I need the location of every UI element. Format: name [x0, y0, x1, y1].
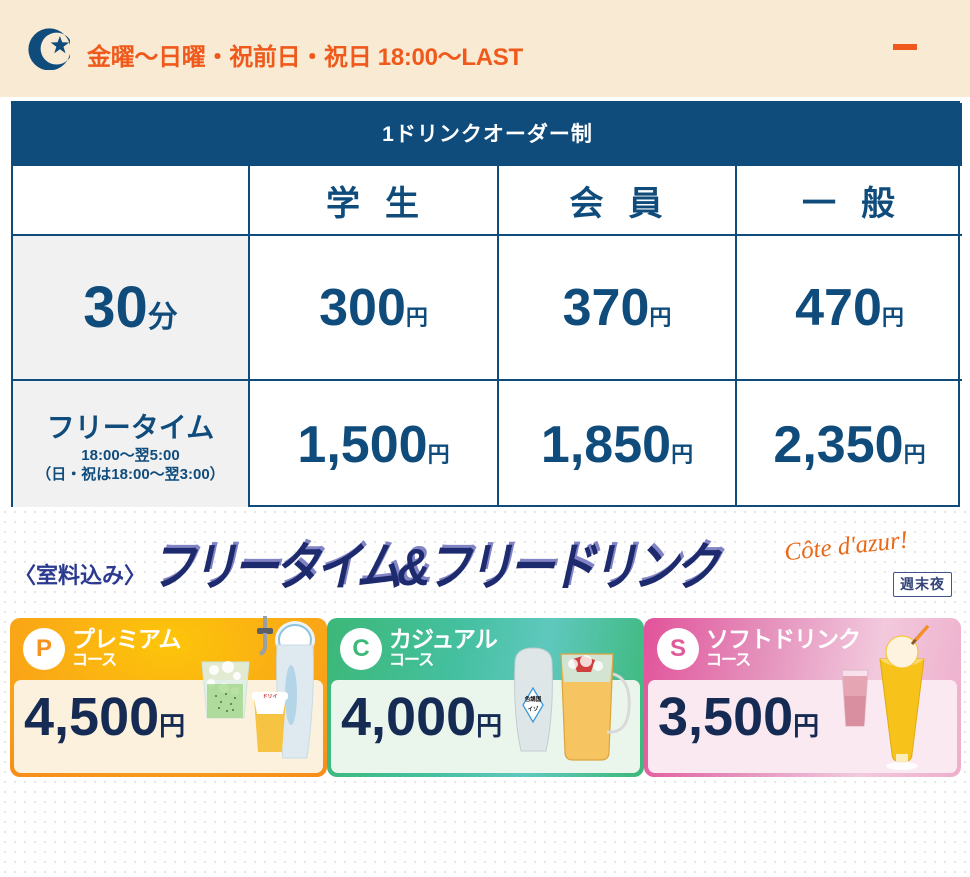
svg-text:ドリイ: ドリイ — [262, 694, 277, 700]
svg-text:色講国: 色講国 — [525, 695, 542, 703]
svg-text:イゾ: イゾ — [527, 705, 539, 713]
